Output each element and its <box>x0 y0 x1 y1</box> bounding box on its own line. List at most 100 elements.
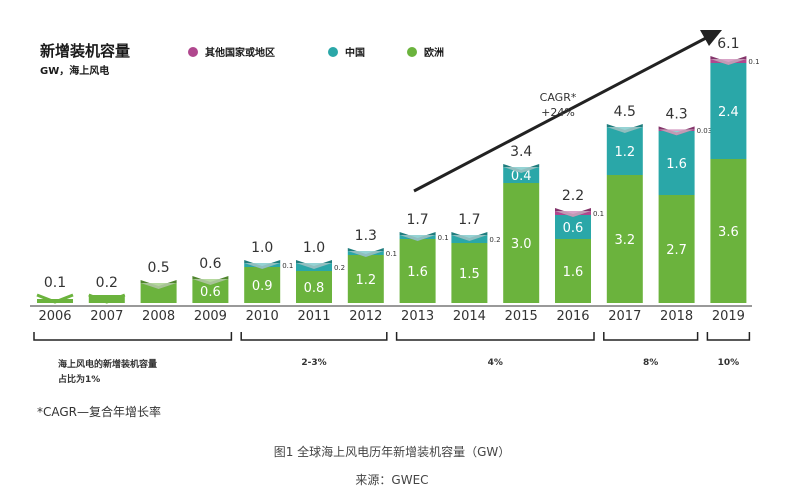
segment-label: 1.6 <box>666 157 687 172</box>
share-bracket <box>395 332 595 341</box>
segment-label: 0.1 <box>438 234 449 242</box>
bar-total-label: 1.7 <box>406 212 428 228</box>
bar-segment <box>503 167 540 183</box>
segment-label: 1.2 <box>355 273 376 288</box>
bar-notch <box>503 167 540 173</box>
segment-label: 0.2 <box>489 236 500 244</box>
bar-notch <box>451 235 488 241</box>
bar-notch <box>710 59 747 65</box>
bar-total-label: 0.6 <box>199 256 221 272</box>
bar-total-label: 1.3 <box>355 228 377 244</box>
footnote: *CAGR—复合年增长率 <box>37 404 161 419</box>
bar-segment <box>658 131 695 195</box>
bar-notch <box>244 263 281 269</box>
segment-label: 1.6 <box>407 265 428 280</box>
bar-total-label: 0.5 <box>147 260 169 276</box>
segment-label: 1.2 <box>614 145 635 160</box>
legend-label: 其他国家或地区 <box>205 46 275 59</box>
segment-label: 1.5 <box>459 267 480 282</box>
year-label: 2014 <box>453 309 486 324</box>
bar-notch <box>347 251 384 257</box>
share-bracket <box>240 332 388 341</box>
bar-total-label: 0.2 <box>96 275 118 291</box>
chart-subtitle: GW，海上风电 <box>40 64 109 77</box>
year-label: 2008 <box>142 309 175 324</box>
bar-segment <box>606 175 643 303</box>
bar-segment <box>451 243 488 303</box>
year-label: 2013 <box>401 309 434 324</box>
segment-label: 0.1 <box>593 210 604 218</box>
year-label: 2012 <box>349 309 382 324</box>
year-label: 2009 <box>194 309 227 324</box>
segment-label: 0.03 <box>697 127 713 135</box>
cagr-value: +24% <box>541 106 575 119</box>
bar-chevron <box>36 293 74 304</box>
cagr-annotation: CAGR* +24% <box>413 30 722 193</box>
bar-segment <box>606 127 643 175</box>
bar-total-label: 3.4 <box>510 144 532 160</box>
bar-segment <box>658 195 695 303</box>
bar-notch <box>658 129 695 136</box>
bar-segment <box>296 271 332 303</box>
cagr-label: CAGR* <box>540 91 577 104</box>
bar-total-label: 1.0 <box>303 240 325 256</box>
legend-swatch <box>407 47 417 57</box>
segment-label: 0.4 <box>511 169 532 184</box>
bar-segment <box>399 239 436 303</box>
bar-total-label: 1.0 <box>251 240 273 256</box>
legend-label: 欧洲 <box>424 46 444 59</box>
bar-notch <box>399 235 436 241</box>
segment-label: 2.4 <box>718 105 739 120</box>
year-label: 2011 <box>297 309 330 324</box>
share-bracket <box>706 332 751 341</box>
year-label: 2018 <box>660 309 693 324</box>
segment-label: 0.1 <box>282 262 293 270</box>
year-label: 2015 <box>505 309 538 324</box>
bar-total-label: 4.5 <box>614 104 636 120</box>
bar-segment <box>140 283 177 303</box>
bar-total-label: 2.2 <box>562 188 584 204</box>
year-label: 2016 <box>556 309 589 324</box>
bar-notch <box>140 283 177 289</box>
bar-segment <box>555 215 591 239</box>
segment-label: 0.8 <box>304 281 325 296</box>
share-label: 10% <box>718 358 740 368</box>
segment-label: 0.6 <box>200 285 221 300</box>
segment-label: 0.6 <box>563 221 584 236</box>
segment-label: 2.7 <box>666 243 687 258</box>
year-label: 2006 <box>38 309 71 324</box>
segment-label: 0.9 <box>252 279 273 294</box>
bar-segment <box>88 295 125 303</box>
year-label: 2019 <box>712 309 745 324</box>
share-label: 4% <box>488 358 503 368</box>
bar-notch <box>296 263 332 269</box>
year-label: 2017 <box>608 309 641 324</box>
segment-label: 3.0 <box>511 237 532 252</box>
bar-notch <box>555 211 591 217</box>
legend-swatch <box>328 47 338 57</box>
bar-segment <box>503 183 540 303</box>
legend-label: 中国 <box>345 46 365 59</box>
bar-total-label: 0.1 <box>44 275 66 291</box>
share-label: 8% <box>643 358 658 368</box>
bar-notch <box>606 127 643 133</box>
share-bracket <box>33 332 233 341</box>
bar-segment <box>710 159 747 303</box>
bar-chevron <box>88 293 126 304</box>
share-bracket <box>603 332 699 341</box>
bar-notch <box>192 279 229 285</box>
bar-segment <box>347 255 384 303</box>
segment-label: 0.1 <box>386 250 397 258</box>
segment-label: 3.6 <box>718 225 739 240</box>
bar-segment <box>555 239 591 303</box>
cagr-arrow <box>413 36 707 193</box>
segment-label: 1.6 <box>563 265 584 280</box>
bar-total-label: 6.1 <box>717 36 739 52</box>
bar-segment <box>244 267 281 303</box>
segment-label: 3.2 <box>614 233 635 248</box>
chart-title: 新增装机容量 <box>40 42 130 60</box>
year-label: 2007 <box>90 309 123 324</box>
share-label: 海上风电的新增装机容量 <box>58 358 157 370</box>
